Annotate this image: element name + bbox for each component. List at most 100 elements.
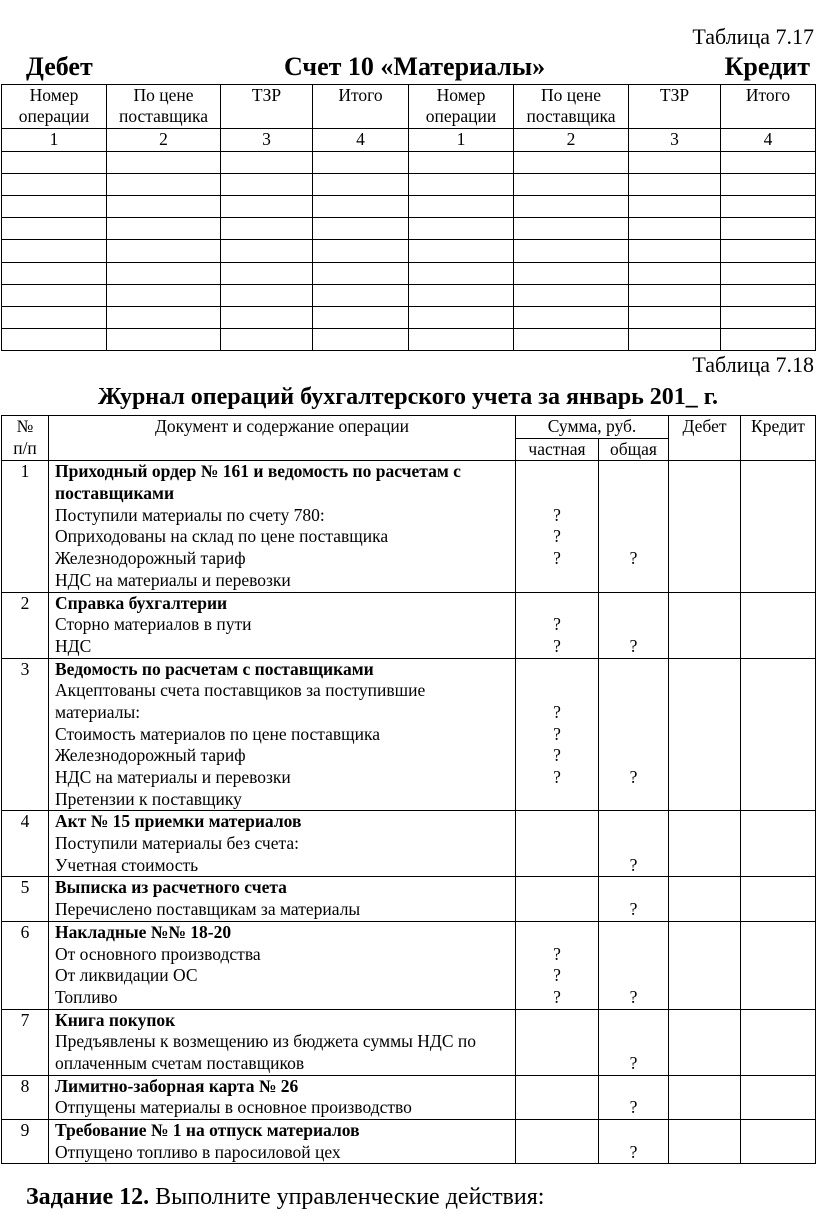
table-cell[interactable] — [220, 328, 313, 352]
table-cell[interactable] — [106, 217, 221, 241]
table-cell[interactable] — [628, 283, 721, 308]
credit-cell[interactable] — [740, 1119, 816, 1165]
table-cell[interactable] — [1, 172, 107, 197]
table-cell[interactable] — [720, 328, 816, 352]
document-title: Требование № 1 на отпуск материалов — [55, 1120, 360, 1141]
table-cell[interactable] — [106, 172, 221, 197]
table-cell[interactable] — [408, 172, 514, 197]
operation-cell: Книга покупок Предъявлены к возмещению из… — [48, 1008, 516, 1076]
table-cell[interactable] — [1, 328, 107, 352]
table-cell[interactable] — [720, 150, 816, 174]
table-cell[interactable] — [1, 261, 107, 285]
table-cell[interactable] — [513, 150, 629, 174]
credit-cell[interactable] — [740, 1074, 816, 1121]
table-cell[interactable] — [720, 239, 816, 263]
column-header: Итого — [720, 84, 816, 129]
table-7-18-caption: Таблица 7.18 — [692, 352, 814, 377]
table-row: 6 Накладные №№ 18-20 От основного производ… — [1, 920, 816, 1010]
debit-cell[interactable] — [668, 810, 741, 878]
credit-cell[interactable] — [740, 657, 816, 812]
debit-cell[interactable] — [668, 876, 741, 922]
debit-cell[interactable] — [668, 1119, 741, 1165]
table-cell[interactable] — [1, 195, 107, 219]
table-cell[interactable] — [720, 283, 816, 308]
table-cell[interactable] — [408, 283, 514, 308]
credit-cell[interactable] — [740, 810, 816, 878]
debit-cell[interactable] — [668, 1008, 741, 1076]
table-cell[interactable] — [1, 150, 107, 174]
table-cell[interactable] — [513, 217, 629, 241]
table-cell[interactable] — [408, 217, 514, 241]
debit-cell[interactable] — [668, 920, 741, 1010]
credit-cell[interactable] — [740, 460, 816, 593]
table-cell[interactable] — [513, 328, 629, 352]
table-cell[interactable] — [106, 150, 221, 174]
table-cell[interactable] — [513, 195, 629, 219]
table-cell[interactable] — [513, 239, 629, 263]
table-cell[interactable] — [513, 283, 629, 308]
table-cell[interactable] — [628, 172, 721, 197]
table-cell[interactable] — [106, 328, 221, 352]
table-cell[interactable] — [720, 261, 816, 285]
table-cell[interactable] — [628, 328, 721, 352]
total-sum — [603, 570, 664, 592]
table-cell[interactable] — [1, 306, 107, 330]
table-cell[interactable] — [408, 261, 514, 285]
table-cell[interactable] — [513, 261, 629, 285]
table-cell[interactable] — [220, 306, 313, 330]
table-cell[interactable] — [106, 261, 221, 285]
table-cell[interactable] — [312, 261, 409, 285]
debit-cell[interactable] — [668, 460, 741, 593]
table-cell[interactable] — [312, 283, 409, 308]
debit-cell[interactable] — [668, 657, 741, 812]
table-cell[interactable] — [220, 261, 313, 285]
table-cell[interactable] — [220, 283, 313, 308]
table-cell[interactable] — [220, 217, 313, 241]
table-cell[interactable] — [628, 150, 721, 174]
table-cell[interactable] — [312, 217, 409, 241]
table-cell[interactable] — [628, 239, 721, 263]
table-cell[interactable] — [1, 283, 107, 308]
table-cell[interactable] — [1, 217, 107, 241]
table-cell[interactable] — [1, 239, 107, 263]
table-cell[interactable] — [628, 306, 721, 330]
table-row — [1, 306, 816, 330]
table-cell[interactable] — [720, 217, 816, 241]
table-cell[interactable] — [312, 150, 409, 174]
table-cell[interactable] — [220, 150, 313, 174]
table-cell[interactable] — [220, 172, 313, 197]
credit-cell[interactable] — [740, 920, 816, 1010]
table-cell[interactable] — [513, 306, 629, 330]
table-cell[interactable] — [312, 306, 409, 330]
table-cell[interactable] — [720, 195, 816, 219]
table-cell[interactable] — [106, 239, 221, 263]
table-row: 1 Приходный ордер № 161 и ведомость по ра… — [1, 460, 816, 593]
table-cell[interactable] — [628, 261, 721, 285]
table-cell[interactable] — [628, 217, 721, 241]
table-cell[interactable] — [628, 195, 721, 219]
spacer — [520, 877, 594, 899]
debit-cell[interactable] — [668, 591, 741, 659]
table-cell[interactable] — [312, 239, 409, 263]
table-cell[interactable] — [408, 239, 514, 263]
credit-cell[interactable] — [740, 876, 816, 922]
table-cell[interactable] — [408, 306, 514, 330]
credit-cell[interactable] — [740, 1008, 816, 1076]
debit-cell[interactable] — [668, 1074, 741, 1121]
table-cell[interactable] — [408, 195, 514, 219]
credit-cell[interactable] — [740, 591, 816, 659]
table-cell[interactable] — [513, 172, 629, 197]
total-sum: ? — [629, 767, 638, 788]
table-cell[interactable] — [312, 195, 409, 219]
table-cell[interactable] — [408, 328, 514, 352]
table-cell[interactable] — [220, 195, 313, 219]
table-cell[interactable] — [220, 239, 313, 263]
table-cell[interactable] — [106, 195, 221, 219]
table-cell[interactable] — [312, 172, 409, 197]
table-cell[interactable] — [106, 306, 221, 330]
table-cell[interactable] — [312, 328, 409, 352]
table-cell[interactable] — [720, 306, 816, 330]
table-cell[interactable] — [106, 283, 221, 308]
table-cell[interactable] — [408, 150, 514, 174]
table-cell[interactable] — [720, 172, 816, 197]
